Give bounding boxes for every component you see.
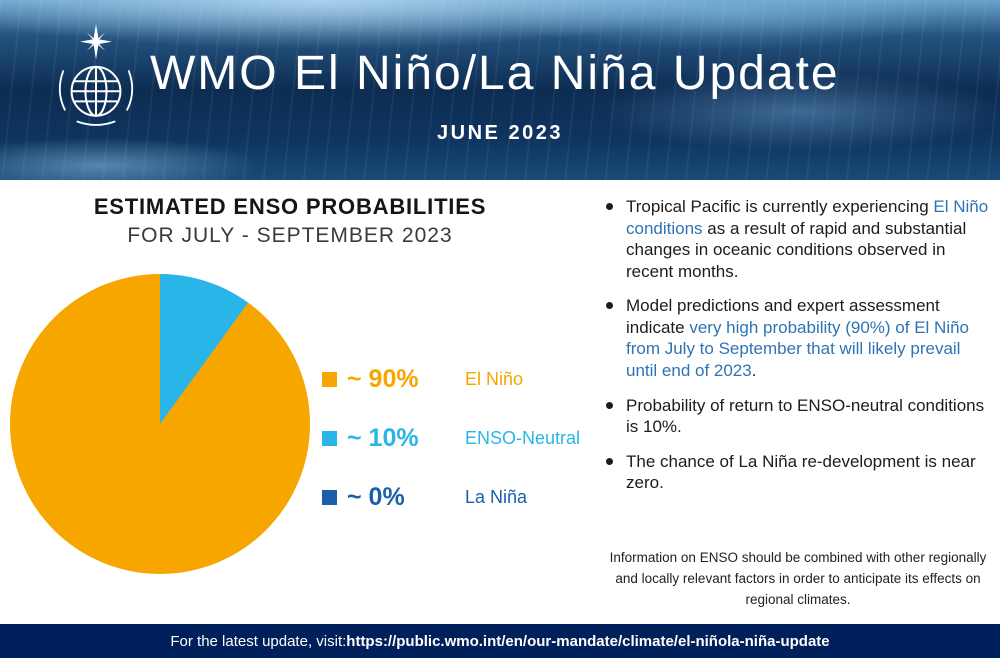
bullet-item: Probability of return to ENSO-neutral co…: [600, 395, 992, 438]
main-content: ESTIMATED ENSO PROBABILITIES FOR JULY - …: [0, 180, 1000, 624]
page-title: WMO El Niño/La Niña Update: [150, 47, 840, 100]
chart-subtitle: FOR JULY - SEPTEMBER 2023: [127, 224, 453, 247]
legend-label: ENSO-Neutral: [465, 427, 581, 448]
header-banner: WMO El Niño/La Niña Update JUNE 2023: [0, 0, 1000, 180]
legend-label: El Niño: [465, 368, 524, 389]
bullet-list: Tropical Pacific is currently experienci…: [600, 196, 992, 507]
bullet-text: .: [751, 361, 757, 381]
disclaimer-note: Information on ENSO should be combined w…: [609, 550, 987, 607]
bullet-text: Probability of return to ENSO-neutral co…: [626, 395, 985, 437]
bullet-item: Model predictions and expert assessment …: [600, 295, 992, 381]
legend-swatch-el-nino-icon: [322, 371, 337, 387]
wmo-logo-icon: [58, 24, 134, 126]
legend-swatch-enso-neutral-icon: [322, 430, 337, 446]
pie-legend: ~ 90% El Niño ~ 10% ENSO-Neutral ~ 0% La…: [322, 364, 580, 512]
legend-item-la-nina: ~ 0% La Niña: [322, 482, 580, 512]
footer-bar: For the latest update, visit: https://pu…: [0, 624, 1000, 658]
pie-chart: [10, 274, 310, 574]
bullet-text: Model predictions and expert assessment …: [626, 296, 940, 337]
legend-value: ~ 90%: [347, 364, 419, 393]
legend-value: ~ 0%: [347, 482, 405, 511]
legend-value: ~ 10%: [347, 423, 419, 452]
bullet-item: The chance of La Niña re-development is …: [600, 451, 992, 494]
bullet-text-highlight: El Niño conditions: [626, 197, 989, 238]
bullet-text: as a result of rapid and substantial cha…: [626, 218, 967, 281]
legend-label: La Niña: [465, 486, 528, 507]
footer-text: For the latest update, visit:: [170, 632, 347, 650]
bullet-text: The chance of La Niña re-development is …: [626, 451, 976, 493]
footer-url-link[interactable]: https://public.wmo.int/en/our-mandate/cl…: [346, 632, 830, 650]
issue-date: JUNE 2023: [437, 122, 563, 144]
bullet-item: Tropical Pacific is currently experienci…: [600, 196, 992, 282]
legend-item-el-nino: ~ 90% El Niño: [322, 364, 580, 394]
bullet-text: Tropical Pacific is currently experienci…: [626, 197, 934, 216]
legend-swatch-la-nina-icon: [322, 489, 337, 505]
bullet-text-highlight: very high probability (90%) of El Niño f…: [626, 317, 970, 381]
chart-title: ESTIMATED ENSO PROBABILITIES: [93, 194, 487, 219]
legend-item-enso-neutral: ~ 10% ENSO-Neutral: [322, 423, 580, 453]
